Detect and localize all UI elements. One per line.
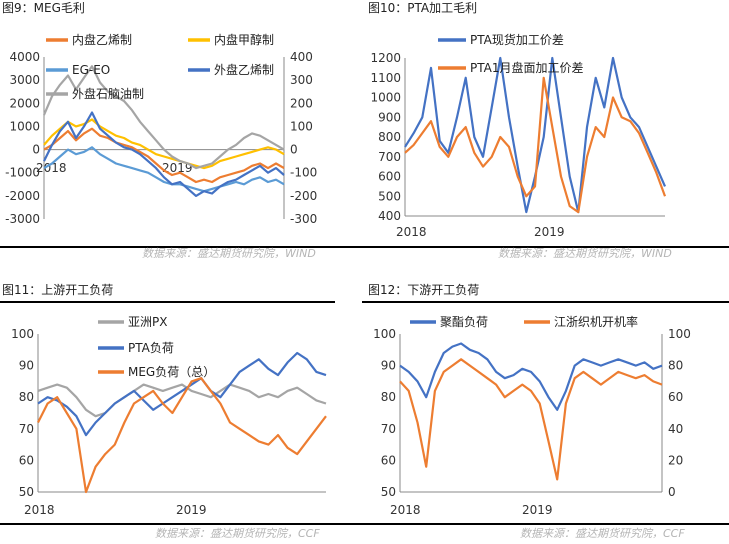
y-tick-label-right: 80 — [668, 359, 683, 373]
y-tick-label-left: 60 — [19, 453, 34, 467]
y-tick-label-left: 50 — [381, 485, 396, 499]
y-tick-label-left: 0 — [32, 143, 40, 157]
y-tick-label-left: 400 — [378, 209, 401, 223]
y-tick-label-left: 90 — [19, 359, 34, 373]
y-tick-label-left: 3000 — [9, 73, 40, 87]
x-tick-label: 2018 — [396, 225, 427, 239]
y-tick-label-left: 500 — [378, 189, 401, 203]
source-text-top-right: 数据来源：盛达期货研究院，WIND — [498, 247, 672, 260]
y-tick-label-right: 40 — [668, 422, 683, 436]
y-tick-label-right: 60 — [668, 390, 683, 404]
x-tick-label: 2018 — [36, 161, 67, 175]
x-tick-label: 2018 — [390, 503, 421, 517]
y-tick-label-left: 70 — [381, 422, 396, 436]
legend-label: PTA1月盘面加工价差 — [470, 60, 583, 75]
legend-label: 外盘石脑油制 — [72, 86, 144, 101]
y-tick-label-right: 100 — [668, 327, 691, 341]
y-tick-label-left: 90 — [381, 359, 396, 373]
y-tick-label-right: 200 — [290, 96, 313, 110]
y-tick-label-right: -200 — [290, 189, 317, 203]
chart-upstream: 图11：上游开工负荷 50 60 70 80 90 100 2018 2019 亚洲PX PTA负荷… — [2, 283, 327, 517]
y-tick-label-right: 0 — [668, 485, 676, 499]
y-tick-label-left: 100 — [11, 327, 34, 341]
source-text-bottom-right: 数据来源：盛达期货研究院，CCF — [520, 527, 685, 540]
y-tick-label-left: 1000 — [370, 91, 401, 105]
chart-pta: 图10：PTA加工毛利 400 500 600 700 800 900 1000 1100 120… — [368, 1, 667, 239]
chart-title: 图11：上游开工负荷 — [2, 283, 113, 297]
series-line-downstream-0 — [399, 342, 663, 411]
series-line-meg-2 — [43, 146, 285, 193]
series-line-meg-1 — [43, 118, 285, 170]
series-line-upstream-2 — [37, 377, 327, 494]
y-tick-label-left: -1000 — [5, 166, 40, 180]
y-tick-label-left: 1100 — [370, 71, 401, 85]
series-line-pta-1 — [404, 76, 667, 214]
series-line-pta-0 — [404, 56, 667, 214]
y-tick-label-right: 100 — [290, 119, 313, 133]
chart-title: 图10：PTA加工毛利 — [368, 1, 477, 15]
y-tick-label-left: 80 — [19, 390, 34, 404]
series-line-upstream-0 — [37, 383, 327, 418]
legend-label: 外盘乙烯制 — [214, 62, 274, 77]
series-line-upstream-1 — [37, 351, 327, 437]
legend-label: 聚酯负荷 — [440, 315, 488, 329]
series-line-meg-3 — [43, 111, 285, 197]
chart-title: 图9：MEG毛利 — [2, 1, 85, 15]
y-tick-label-right: -100 — [290, 166, 317, 180]
y-tick-label-left: 2000 — [9, 96, 40, 110]
y-tick-label-left: 1000 — [9, 119, 40, 133]
y-tick-label-left: 900 — [378, 110, 401, 124]
y-tick-label-left: 700 — [378, 150, 401, 164]
y-tick-label-left: 80 — [381, 390, 396, 404]
legend-label: EG-EO — [72, 63, 110, 77]
y-tick-label-left: -2000 — [5, 189, 40, 203]
x-tick-label: 2019 — [176, 503, 207, 517]
y-tick-label-left: -3000 — [5, 212, 40, 226]
y-tick-label-right: 300 — [290, 73, 313, 87]
y-tick-label-left: 800 — [378, 130, 401, 144]
y-tick-label-right: 400 — [290, 50, 313, 64]
y-tick-label-right: 20 — [668, 453, 683, 467]
legend-label: MEG负荷（总） — [128, 365, 215, 379]
y-tick-label-left: 600 — [378, 170, 401, 184]
x-tick-label: 2019 — [522, 503, 553, 517]
legend-label: PTA现货加工价差 — [470, 32, 564, 47]
x-tick-label: 2019 — [162, 161, 193, 175]
series-line-downstream-1 — [399, 358, 663, 481]
y-tick-label-left: 60 — [381, 453, 396, 467]
chart-downstream: 图12：下游开工负荷 50 60 70 80 90 100 0 20 40 60 80 100 2018 2… — [368, 283, 691, 517]
legend-label: 内盘乙烯制 — [72, 32, 132, 47]
y-tick-label-left: 1200 — [370, 51, 401, 65]
source-text-bottom: 数据来源：盛达期货研究院，CCF — [155, 527, 320, 540]
x-tick-label: 2018 — [24, 503, 55, 517]
legend-label: 江浙织机开机率 — [554, 314, 638, 329]
source-text-top: 数据来源：盛达期货研究院，WIND — [142, 247, 316, 260]
y-tick-label-right: 0 — [290, 143, 298, 157]
legend-label: 内盘甲醇制 — [214, 32, 274, 47]
legend-label: 亚洲PX — [128, 315, 167, 329]
y-tick-label-left: 4000 — [9, 50, 40, 64]
x-tick-label: 2019 — [534, 225, 565, 239]
y-tick-label-left: 50 — [19, 485, 34, 499]
y-tick-label-left: 70 — [19, 422, 34, 436]
chart-title: 图12：下游开工负荷 — [368, 283, 479, 297]
chart-meg: 图9：MEG毛利-3000-2000-100001000200030004000… — [2, 1, 317, 226]
legend-label: PTA负荷 — [128, 341, 174, 355]
y-tick-label-left: 100 — [373, 327, 396, 341]
series-line-meg-4 — [42, 65, 285, 170]
series-line-meg-0 — [43, 127, 285, 184]
y-tick-label-right: -300 — [290, 212, 317, 226]
